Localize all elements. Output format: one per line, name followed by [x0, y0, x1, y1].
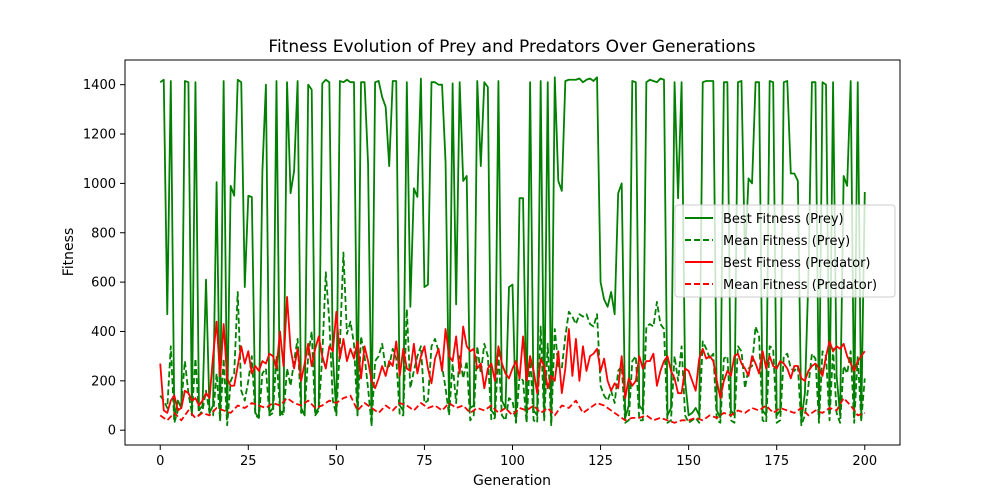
y-tick-label: 600: [91, 276, 116, 291]
legend-label-best-predator: Best Fitness (Predator): [723, 256, 871, 271]
series-line-mean-predator: [159, 394, 866, 424]
x-tick-label: 125: [588, 454, 613, 469]
x-tick-label: 0: [156, 454, 164, 469]
y-tick-label: 1200: [83, 128, 116, 143]
y-tick-label: 1000: [83, 177, 116, 192]
chart-title: Fitness Evolution of Prey and Predators …: [268, 37, 755, 57]
legend-label-mean-prey: Mean Fitness (Prey): [723, 234, 850, 249]
y-tick-label: 0: [108, 424, 116, 439]
y-axis-label: Fitness: [61, 228, 77, 277]
x-tick-label: 200: [852, 454, 877, 469]
x-tick-label: 50: [328, 454, 345, 469]
legend-box: [674, 204, 896, 298]
x-tick-label: 25: [240, 454, 257, 469]
legend: Best Fitness (Prey) Mean Fitness (Prey) …: [674, 204, 896, 298]
y-tick-label: 200: [91, 374, 116, 389]
legend-label-mean-predator: Mean Fitness (Predator): [723, 278, 877, 293]
x-tick-label: 75: [416, 454, 433, 469]
x-tick-label: 150: [676, 454, 701, 469]
y-tick-label: 800: [91, 226, 116, 241]
legend-label-best-prey: Best Fitness (Prey): [723, 212, 844, 227]
x-axis-label: Generation: [473, 473, 551, 489]
y-axis: 0 200 400 600 800 1000 1200 1400: [83, 78, 125, 439]
x-axis: 0 25 50 75 100 125 150 175 200: [156, 445, 877, 469]
x-tick-label: 175: [764, 454, 789, 469]
x-tick-label: 100: [500, 454, 525, 469]
series-line-best-predator: [159, 296, 866, 414]
y-tick-label: 1400: [83, 78, 116, 93]
y-tick-label: 400: [91, 325, 116, 340]
